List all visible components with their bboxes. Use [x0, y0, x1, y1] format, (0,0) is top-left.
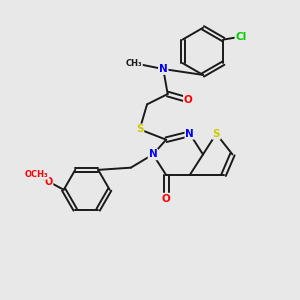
Text: CH₃: CH₃: [125, 58, 142, 68]
Text: S: S: [212, 129, 220, 139]
Text: O: O: [162, 194, 171, 204]
Text: S: S: [136, 124, 143, 134]
Text: OCH₃: OCH₃: [25, 170, 49, 179]
Text: N: N: [185, 129, 194, 139]
Text: N: N: [148, 149, 157, 159]
Text: Cl: Cl: [236, 32, 247, 42]
Text: O: O: [184, 95, 193, 105]
Text: N: N: [159, 64, 168, 74]
Text: O: O: [44, 176, 52, 187]
